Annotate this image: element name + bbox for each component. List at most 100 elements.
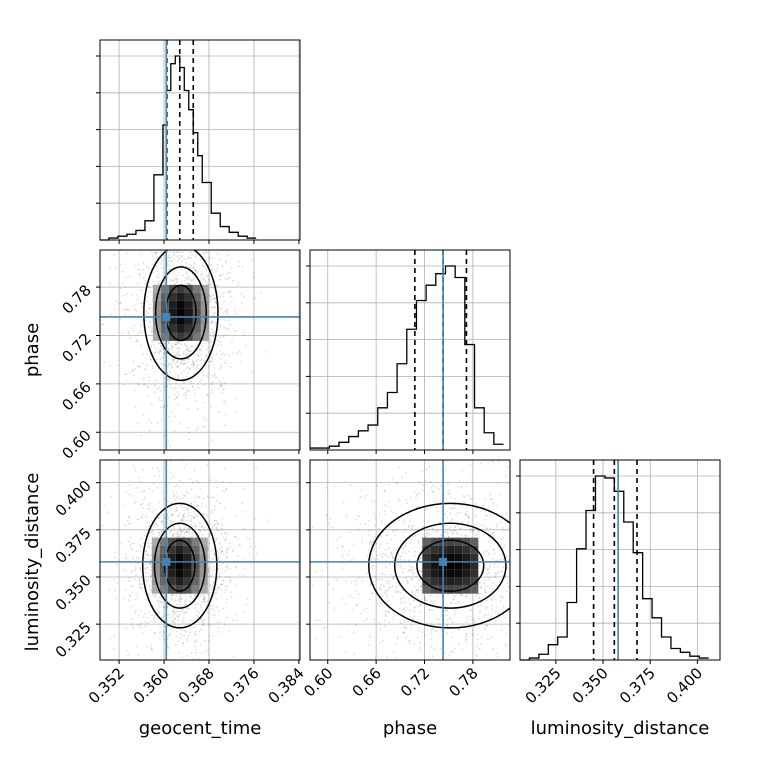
scatter-point xyxy=(174,343,177,346)
density-cell xyxy=(191,545,200,554)
scatter-point xyxy=(529,653,531,655)
scatter-point xyxy=(214,300,217,303)
scatter-point xyxy=(399,558,402,561)
scatter-point xyxy=(496,652,498,655)
scatter-point xyxy=(213,306,216,309)
scatter-point xyxy=(150,290,153,293)
scatter-point xyxy=(209,294,212,297)
scatter-point xyxy=(178,244,180,246)
density-cell xyxy=(470,537,479,546)
scatter-point xyxy=(226,548,229,551)
scatter-point xyxy=(184,344,187,346)
scatter-point xyxy=(369,583,372,586)
scatter-point xyxy=(205,355,208,357)
scatter-point xyxy=(569,581,571,583)
scatter-point xyxy=(413,615,416,618)
scatter-point xyxy=(430,646,433,648)
scatter-point xyxy=(384,573,386,576)
scatter-point xyxy=(146,554,149,556)
scatter-point xyxy=(225,359,228,362)
scatter-point xyxy=(552,593,554,595)
scatter-point xyxy=(157,280,160,283)
scatter-point xyxy=(185,490,188,493)
density-cell xyxy=(159,569,168,578)
scatter-point xyxy=(530,598,532,600)
scatter-point xyxy=(491,608,493,611)
scatter-point xyxy=(210,383,213,386)
scatter-point xyxy=(479,604,482,607)
scatter-point xyxy=(183,506,186,509)
scatter-point xyxy=(220,384,223,387)
scatter-point xyxy=(187,278,190,281)
scatter-point xyxy=(187,528,190,531)
scatter-point xyxy=(530,589,532,591)
scatter-point xyxy=(150,614,153,617)
scatter-point xyxy=(196,365,199,368)
density-cell xyxy=(462,585,471,594)
scatter-point xyxy=(415,496,417,499)
scatter-point xyxy=(167,341,170,343)
scatter-point xyxy=(480,558,483,561)
scatter-point xyxy=(208,258,211,260)
scatter-point xyxy=(179,632,181,635)
scatter-point xyxy=(514,567,516,569)
scatter-point xyxy=(169,531,172,533)
scatter-point xyxy=(128,576,130,579)
scatter-point xyxy=(227,291,229,293)
scatter-point xyxy=(237,281,240,284)
scatter-point xyxy=(169,616,172,619)
scatter-point xyxy=(228,290,230,293)
scatter-point xyxy=(502,596,504,599)
density-cell xyxy=(199,569,208,578)
scatter-point xyxy=(169,386,172,389)
scatter-point xyxy=(451,532,454,535)
scatter-point xyxy=(217,529,220,532)
scatter-point xyxy=(394,657,397,659)
scatter-point xyxy=(187,607,189,609)
scatter-point xyxy=(163,342,166,345)
density-cell xyxy=(470,561,479,570)
scatter-point xyxy=(420,603,422,606)
scatter-point xyxy=(315,618,318,621)
scatter-point xyxy=(457,533,460,535)
scatter-point xyxy=(417,539,420,542)
scatter-point xyxy=(168,347,170,350)
scatter-point xyxy=(199,236,201,238)
scatter-point xyxy=(137,333,140,335)
scatter-point xyxy=(204,640,207,642)
scatter-point xyxy=(381,578,384,581)
scatter-point xyxy=(127,332,130,335)
scatter-point xyxy=(197,482,200,485)
scatter-point xyxy=(480,524,483,527)
scatter-point xyxy=(378,527,381,530)
scatter-point xyxy=(445,609,448,612)
scatter-point xyxy=(511,540,513,542)
scatter-point xyxy=(495,598,497,601)
scatter-point xyxy=(216,500,219,502)
scatter-point xyxy=(215,244,217,246)
scatter-point xyxy=(391,556,394,559)
scatter-point xyxy=(101,524,104,527)
scatter-point xyxy=(168,267,171,270)
scatter-point xyxy=(154,594,157,597)
scatter-point xyxy=(161,399,164,402)
scatter-point xyxy=(139,268,142,271)
scatter-point xyxy=(466,618,469,621)
scatter-point xyxy=(461,432,463,434)
scatter-point xyxy=(149,320,151,323)
scatter-point xyxy=(426,468,429,470)
scatter-point xyxy=(167,254,170,257)
scatter-point xyxy=(433,648,436,651)
scatter-point xyxy=(460,594,463,597)
scatter-point xyxy=(243,295,246,298)
scatter-point xyxy=(162,635,165,638)
scatter-point xyxy=(430,622,432,625)
scatter-point xyxy=(178,595,181,598)
scatter-point xyxy=(518,570,520,572)
scatter-point xyxy=(431,490,434,493)
scatter-point xyxy=(496,672,498,674)
density-cell xyxy=(200,300,209,309)
scatter-point xyxy=(154,509,157,511)
scatter-point xyxy=(429,684,431,686)
